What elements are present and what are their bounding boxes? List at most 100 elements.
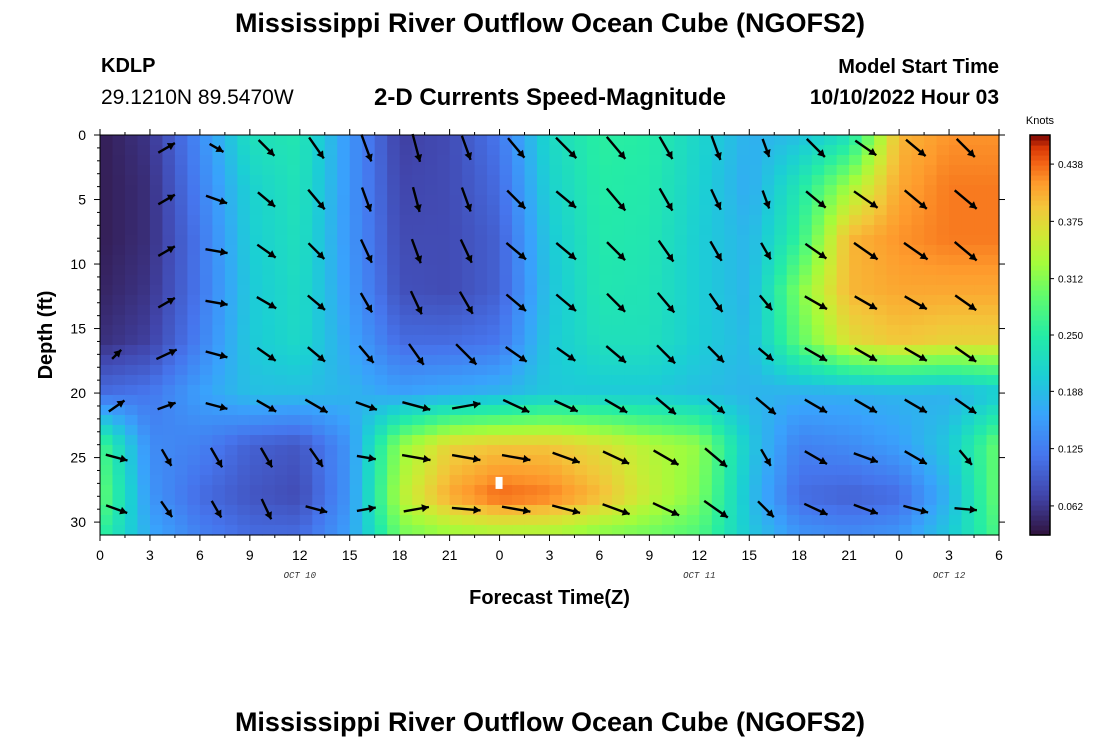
heatmap-cell xyxy=(736,395,750,406)
heatmap-cell xyxy=(674,385,688,396)
vector-head xyxy=(319,405,328,413)
heatmap-cell xyxy=(387,345,401,356)
heatmap-cell xyxy=(586,505,601,516)
heatmap-cell xyxy=(362,495,376,506)
heatmap-cell xyxy=(362,135,376,146)
heatmap-cell xyxy=(349,315,363,326)
heatmap-cell xyxy=(974,355,988,366)
heatmap-cell xyxy=(137,205,151,216)
heatmap-cell xyxy=(749,375,763,386)
heatmap-cell xyxy=(911,285,925,296)
heatmap-cell xyxy=(512,285,526,296)
heatmap-cell xyxy=(861,395,875,406)
heatmap-cell xyxy=(724,365,738,376)
heatmap-cell xyxy=(487,225,501,236)
heatmap-cell xyxy=(424,345,438,356)
heatmap-cell xyxy=(886,325,900,336)
current-vector xyxy=(958,449,973,466)
heatmap-cell xyxy=(374,445,388,456)
heatmap-cell xyxy=(374,145,388,156)
heatmap-cell xyxy=(374,395,388,406)
heatmap-cell xyxy=(124,365,139,376)
heatmap-cell xyxy=(936,475,950,486)
heatmap-cell xyxy=(986,415,1000,426)
heatmap-cell xyxy=(774,405,788,416)
heatmap-cell xyxy=(636,265,650,276)
heatmap-cell xyxy=(824,485,838,496)
heatmap-cell xyxy=(137,425,151,436)
heatmap-cell xyxy=(274,475,288,486)
vector-head xyxy=(215,144,224,152)
heatmap-cell xyxy=(899,265,913,276)
heatmap-cell xyxy=(349,275,363,286)
heatmap-cell xyxy=(474,465,488,476)
heatmap-cell xyxy=(124,415,139,426)
heatmap-cell xyxy=(974,255,988,266)
heatmap-cell xyxy=(412,465,426,476)
heatmap-cell xyxy=(374,265,388,276)
heatmap-cell xyxy=(586,155,601,166)
heatmap-cell xyxy=(724,255,738,266)
heatmap-cell xyxy=(449,185,463,196)
heatmap-cell xyxy=(874,305,888,316)
heatmap-cell xyxy=(162,435,176,446)
heatmap-cell xyxy=(274,245,288,256)
current-vector xyxy=(657,239,675,263)
heatmap-cell xyxy=(599,265,613,276)
heatmap-cell xyxy=(986,375,1000,386)
heatmap-cell xyxy=(861,185,875,196)
heatmap-cell xyxy=(624,295,638,306)
colorbar-segment xyxy=(1030,150,1050,156)
current-vector xyxy=(410,238,423,264)
heatmap-cell xyxy=(474,165,488,176)
heatmap-cell xyxy=(674,255,688,266)
heatmap-cell xyxy=(187,395,201,406)
heatmap-cell xyxy=(437,425,451,436)
heatmap-cell xyxy=(799,245,813,256)
heatmap-cell xyxy=(149,175,164,186)
heatmap-cell xyxy=(187,285,201,296)
heatmap-cell xyxy=(599,375,613,386)
heatmap-cell xyxy=(124,375,139,386)
heatmap-cell xyxy=(462,375,476,386)
heatmap-cell xyxy=(924,465,938,476)
heatmap-cell xyxy=(711,285,725,296)
heatmap-cell xyxy=(749,255,763,266)
heatmap-cell xyxy=(387,225,401,236)
heatmap-cell xyxy=(899,315,913,326)
heatmap-cell xyxy=(199,225,213,236)
heatmap-cell xyxy=(849,345,863,356)
current-vector xyxy=(111,348,123,360)
heatmap-cell xyxy=(100,315,114,326)
heatmap-cell xyxy=(412,335,426,346)
heatmap-cell xyxy=(674,355,688,366)
heatmap-cell xyxy=(699,325,713,336)
heatmap-cell xyxy=(212,225,226,236)
heatmap-cell xyxy=(199,195,213,206)
colorbar-segment xyxy=(1030,460,1050,466)
heatmap-cell xyxy=(586,375,601,386)
heatmap-cell xyxy=(786,165,800,176)
heatmap-cell xyxy=(874,265,888,276)
colorbar-segment xyxy=(1030,140,1050,146)
heatmap-cell xyxy=(162,175,176,186)
heatmap-cell xyxy=(512,395,526,406)
vector-head xyxy=(571,456,580,464)
heatmap-cell xyxy=(324,205,338,216)
heatmap-cell xyxy=(224,495,238,506)
heatmap-cell xyxy=(287,245,301,256)
heatmap-cell xyxy=(174,185,189,196)
heatmap-cell xyxy=(499,455,513,466)
heatmap-cell xyxy=(312,475,326,486)
heatmap-cell xyxy=(811,435,825,446)
heatmap-cell xyxy=(936,415,950,426)
heatmap-cell xyxy=(124,255,139,266)
heatmap-cell xyxy=(774,475,788,486)
heatmap-cell xyxy=(162,145,176,156)
heatmap-cell xyxy=(911,265,925,276)
heatmap-cell xyxy=(100,175,114,186)
heatmap-cell xyxy=(187,335,201,346)
heatmap-cell xyxy=(711,395,725,406)
heatmap-cell xyxy=(636,195,650,206)
heatmap-cell xyxy=(849,335,863,346)
